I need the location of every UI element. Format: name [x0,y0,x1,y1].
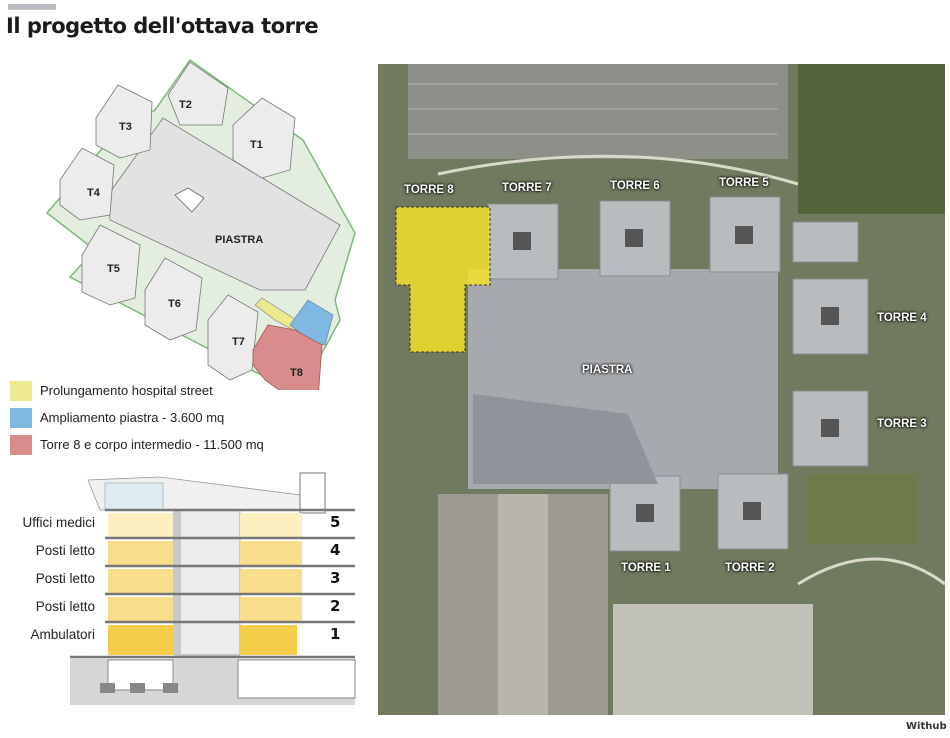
map-label-piastra: PIASTRA [582,364,633,376]
legend-label: Ampliamento piastra - 3.600 mq [40,410,225,425]
legend-label: Prolungamento hospital street [40,383,213,398]
legend-swatch-red [10,434,32,455]
floor-3-label: Posti letto [35,571,95,586]
map-label-torre-7: TORRE 7 [502,182,552,194]
legend-swatch-blue [10,407,32,428]
building-section: Uffici medici Posti letto Posti letto Po… [0,465,370,705]
svg-text:T8: T8 [290,367,303,379]
svg-text:T6: T6 [168,298,181,310]
legend-label: Torre 8 e corpo intermedio - 11.500 mq [40,437,264,452]
floor-3-number: 3 [330,569,341,587]
legend-item: Ampliamento piastra - 3.600 mq [10,404,264,431]
tower-t6: T6 [144,257,203,341]
floor-5-number: 5 [330,513,341,531]
floor-1-number: 1 [330,625,341,643]
torre-8-highlight [395,206,491,353]
map-label-torre-6: TORRE 6 [610,180,660,192]
legend: Prolungamento hospital street Ampliament… [10,377,264,458]
map-label-torre-5: TORRE 5 [719,177,769,189]
svg-text:T4: T4 [87,187,101,199]
floor-2-label: Posti letto [35,599,95,614]
svg-text:T3: T3 [119,121,132,133]
tower-t4: T4 [59,147,115,221]
aerial-map [378,64,945,715]
svg-text:T2: T2 [179,99,192,111]
tower-t3: T3 [95,84,153,159]
floor-2-number: 2 [330,597,341,615]
floor-1-label: Ambulatori [30,627,95,642]
floor-4-number: 4 [330,541,341,559]
tower-t2: T2 [167,61,229,126]
legend-item: Prolungamento hospital street [10,377,264,404]
svg-text:T1: T1 [250,139,263,151]
piastra-courtyard [174,187,205,213]
piastra-block [107,117,341,291]
map-label-torre-8: TORRE 8 [404,184,454,196]
tower-t7: T7 [207,294,259,381]
svg-text:T7: T7 [232,336,245,348]
floor-5-label: Uffici medici [22,515,95,530]
tower-t5: T5 [81,224,141,306]
axonometric-diagram: PIASTRA T1 T2 T3 T4 T5 T6 T7 T8 [45,58,356,390]
section-drawing [70,472,356,705]
map-label-torre-2: TORRE 2 [725,562,775,574]
floor-4-label: Posti letto [35,543,95,558]
credit: Withub [906,721,947,732]
piastra-label: PIASTRA [215,234,263,246]
accent-bar [8,4,56,10]
map-label-torre-3: TORRE 3 [877,418,927,430]
legend-swatch-yellow [10,380,32,401]
tower-t1: T1 [232,97,296,179]
svg-text:T5: T5 [107,263,120,275]
page-title: Il progetto dell'ottava torre [6,14,319,38]
map-label-torre-1: TORRE 1 [621,562,671,574]
legend-item: Torre 8 e corpo intermedio - 11.500 mq [10,431,264,458]
map-label-torre-4: TORRE 4 [877,312,927,324]
tower-t8: T8 [252,324,323,390]
